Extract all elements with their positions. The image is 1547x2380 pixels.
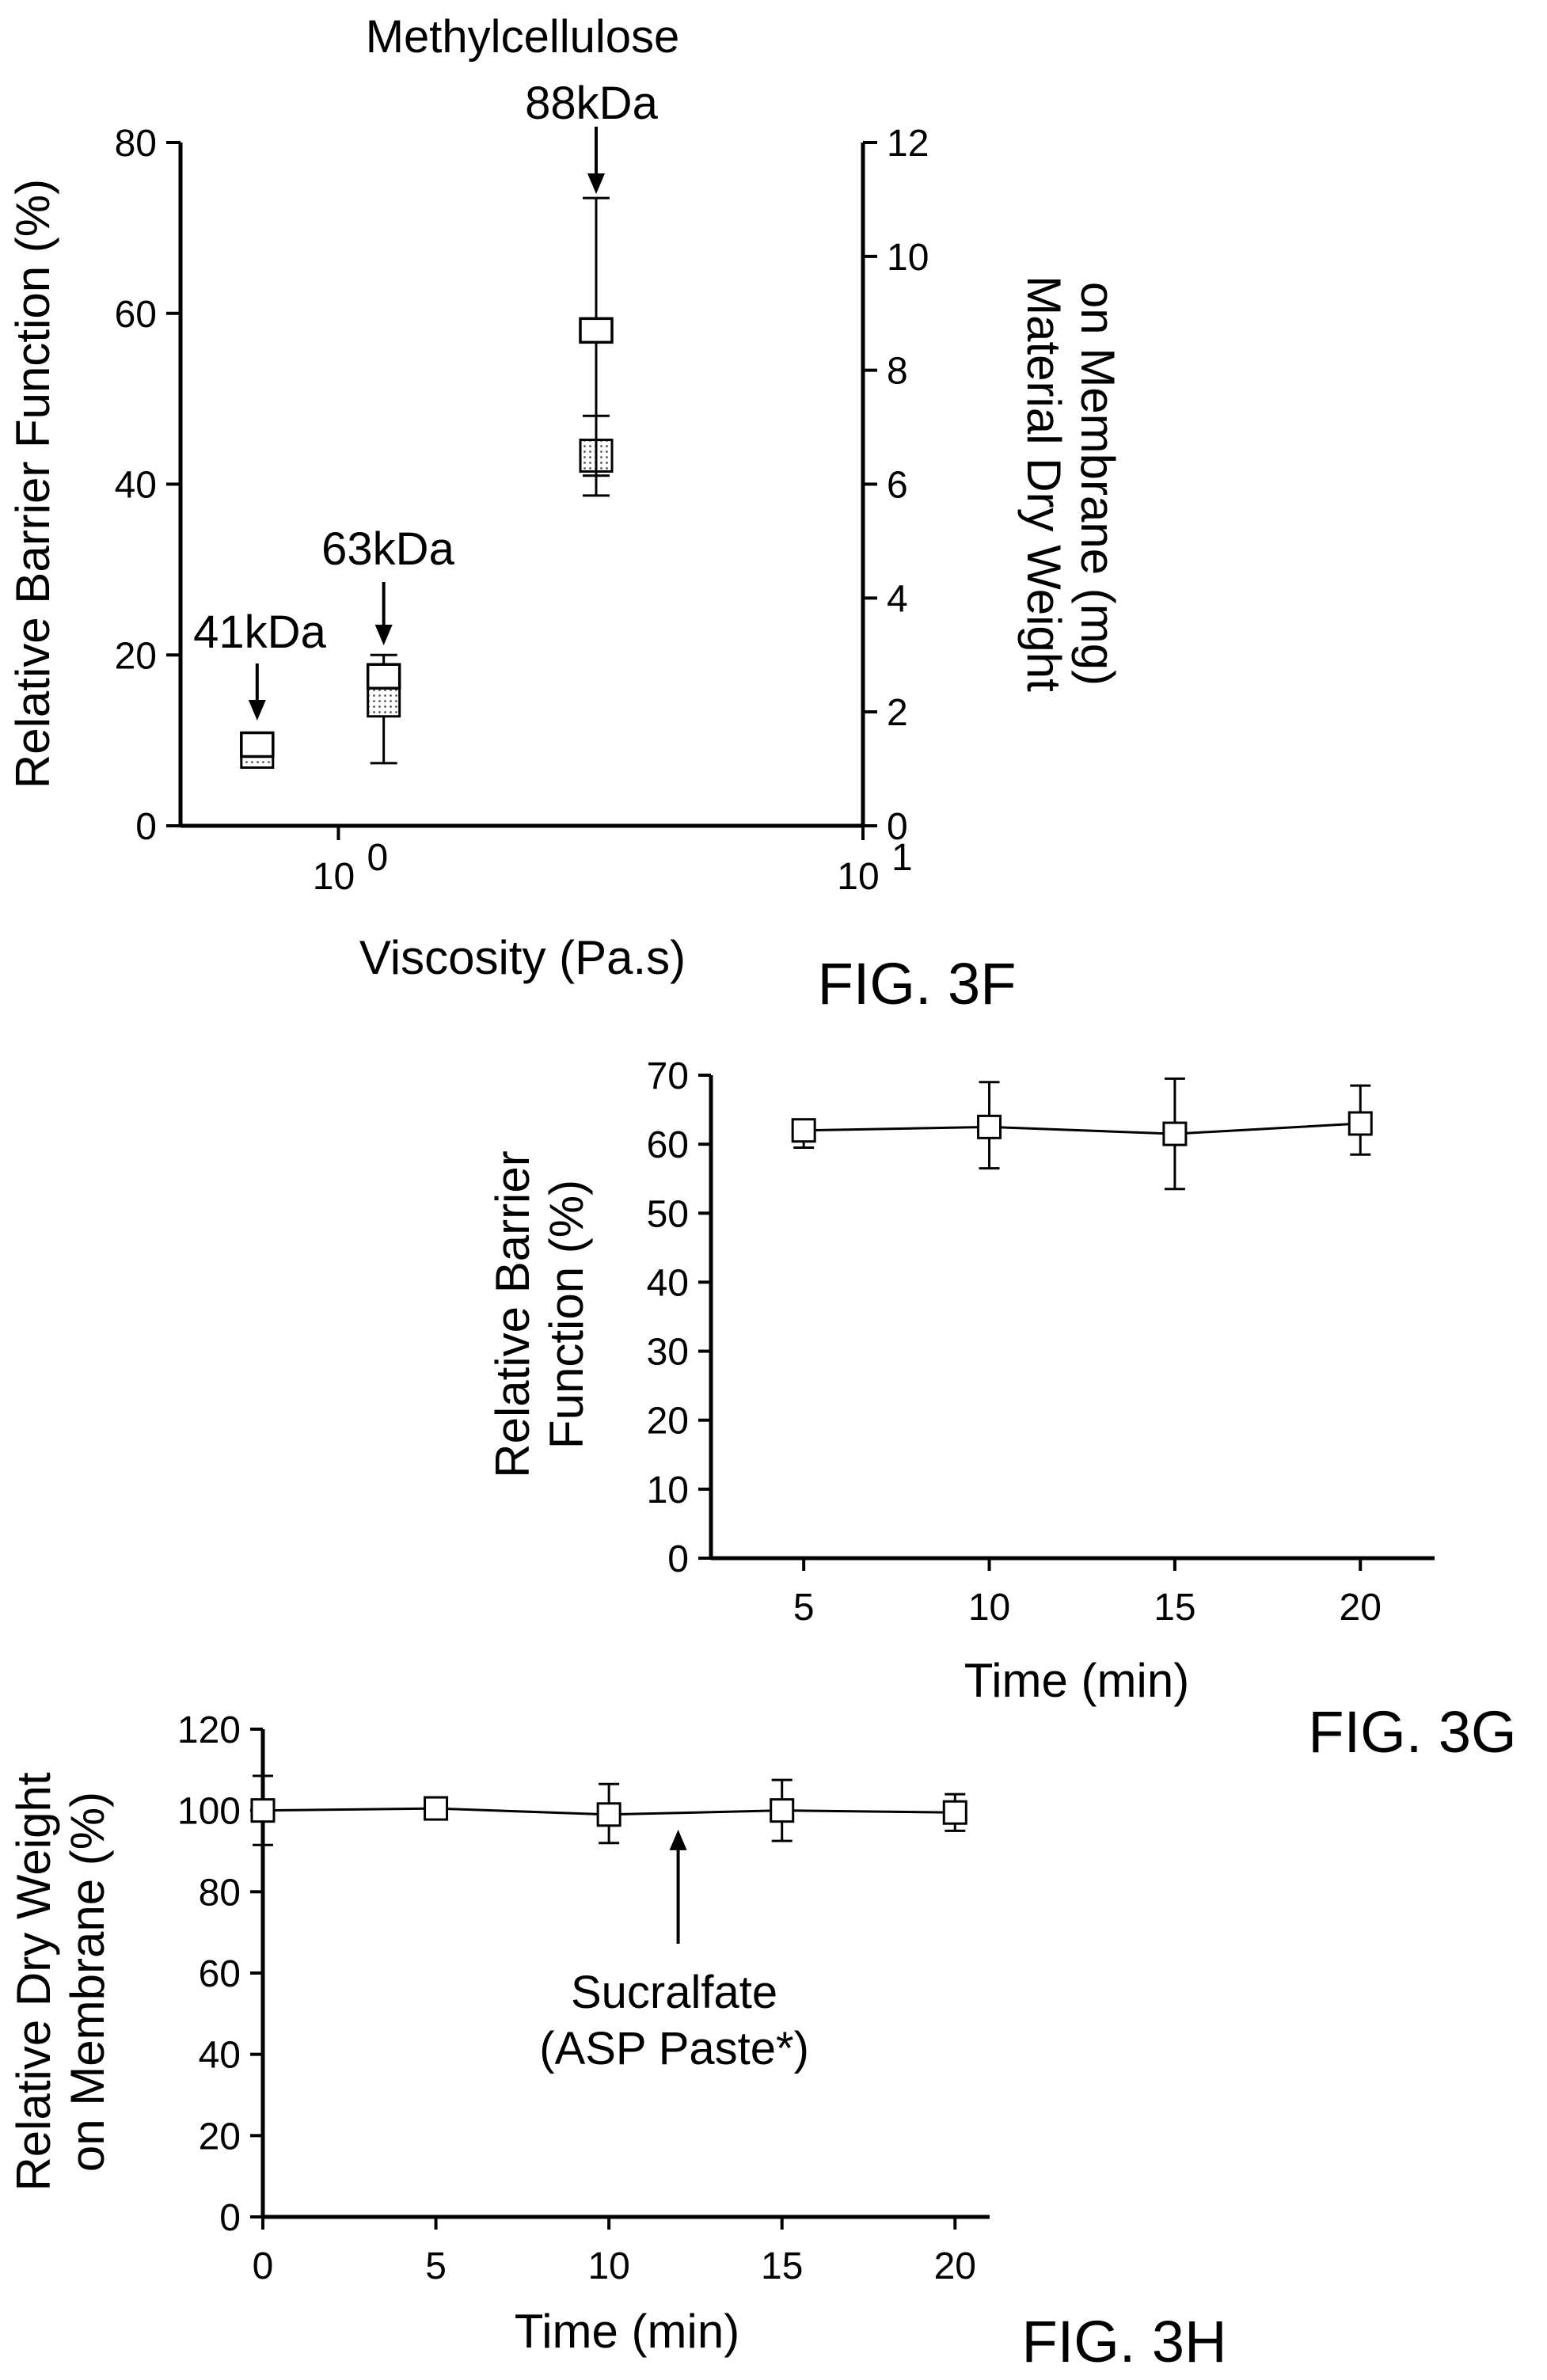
y2-tick-label: 10 (887, 237, 929, 279)
x-tick-label: 5 (793, 1587, 815, 1629)
data-marker (596, 1802, 621, 1827)
y2-tick-label: 4 (887, 578, 908, 620)
x-tick-label: 15 (1154, 1587, 1195, 1629)
annotation-63kda-arrow-head (374, 625, 393, 645)
annotation-41kda: 41kDa (193, 606, 326, 658)
y-tick-label: 40 (115, 465, 157, 507)
y-tick-label: 60 (199, 1953, 241, 1995)
y-tick-label: 0 (667, 1538, 689, 1580)
data-marker (1162, 1121, 1188, 1146)
y-tick-label: 10 (647, 1469, 689, 1511)
barrier-marker (579, 317, 614, 344)
y-tick-label: 120 (177, 1709, 241, 1751)
barrier-marker (240, 731, 275, 758)
y-axis-label-line: Function (%) (540, 1180, 593, 1449)
y2-tick-label: 0 (887, 806, 908, 848)
y2-tick-label: 6 (887, 465, 908, 507)
annotation-88kda: 88kDa (525, 78, 658, 129)
y-tick-label: 60 (115, 294, 157, 336)
y-axis-label-line: Relative Dry Weight (7, 1772, 60, 2191)
x-tick-label: 20 (1340, 1587, 1382, 1629)
y-tick-label: 40 (647, 1262, 689, 1304)
y-tick-label: 40 (199, 2035, 241, 2077)
y-tick-label: 30 (647, 1332, 689, 1374)
figure-label: FIG. 3F (818, 951, 1017, 1017)
chart-fig-3h: 0 20 40 60 80 100 120 0 5 10 15 20 Time (min) Relativ… (7, 1709, 1227, 2374)
y-axis-label: Relative Barrier Function (%) (6, 179, 59, 789)
x-tick-label-base: 10 (837, 856, 879, 898)
x-tick-label: 20 (934, 2245, 976, 2287)
series-line (804, 1122, 1361, 1135)
annotation-63kda: 63kDa (321, 523, 454, 575)
dry-weight-marker (367, 683, 401, 718)
x-tick-label-exponent: 1 (891, 837, 913, 879)
annotation-sucralfate-arrow-head (669, 1829, 687, 1850)
x-tick-label: 10 (968, 1587, 1010, 1629)
y2-tick-label: 8 (887, 351, 908, 393)
x-tick-label: 15 (761, 2245, 803, 2287)
y-tick-label: 80 (115, 123, 157, 165)
data-marker (770, 1798, 795, 1823)
y2-tick-label: 2 (887, 692, 908, 734)
y-tick-label: 20 (115, 635, 157, 677)
y-tick-label: 70 (647, 1055, 689, 1097)
y2-axis-label-line: on Membrane (mg) (1071, 282, 1124, 686)
data-marker (1347, 1111, 1373, 1136)
x-tick-label-base: 10 (313, 856, 355, 898)
x-tick-label: 5 (425, 2245, 447, 2287)
annotation-88kda-arrow-head (587, 173, 606, 194)
x-tick-label: 0 (253, 2245, 274, 2287)
y2-tick-label: 12 (887, 123, 929, 165)
x-axis-label: Time (min) (515, 2305, 739, 2358)
data-marker (791, 1118, 816, 1143)
annotation-sucralfate: Sucralfate (571, 1967, 777, 2018)
annotation-asp-paste: (ASP Paste*) (539, 2023, 809, 2074)
y-tick-label: 20 (647, 1401, 689, 1443)
y-tick-label: 100 (177, 1791, 241, 1833)
y2-axis-label-line: Material Dry Weight (1017, 276, 1070, 692)
data-marker (942, 1800, 967, 1825)
data-marker (977, 1114, 1002, 1139)
y-axis-label-line: on Membrane (%) (61, 1792, 114, 2172)
x-axis-label: Viscosity (Pa.s) (359, 931, 686, 984)
x-axis-label: Time (min) (964, 1654, 1189, 1707)
barrier-marker (366, 663, 401, 690)
x-tick-label: 10 (587, 2245, 629, 2287)
figure-label: FIG. 3G (1308, 1699, 1516, 1765)
annotation-methylcellulose: Methylcellulose (366, 11, 680, 63)
y-axis-label-line: Relative Barrier (486, 1150, 539, 1477)
y-tick-label: 60 (647, 1124, 689, 1166)
figure-label: FIG. 3H (1021, 2309, 1226, 2374)
chart-fig-3g: 0 10 20 30 40 50 60 70 5 10 15 20 Time (min) Relative… (486, 1055, 1517, 1765)
y-tick-label: 20 (199, 2116, 241, 2158)
y-tick-label: 50 (647, 1193, 689, 1235)
y-tick-label: 0 (135, 806, 157, 848)
annotation-41kda-arrow-head (248, 700, 266, 720)
y-tick-label: 80 (199, 1872, 241, 1914)
data-marker (250, 1798, 276, 1823)
data-marker (424, 1796, 449, 1821)
y-tick-label: 0 (219, 2197, 241, 2239)
x-tick-label-exponent: 0 (367, 837, 388, 879)
